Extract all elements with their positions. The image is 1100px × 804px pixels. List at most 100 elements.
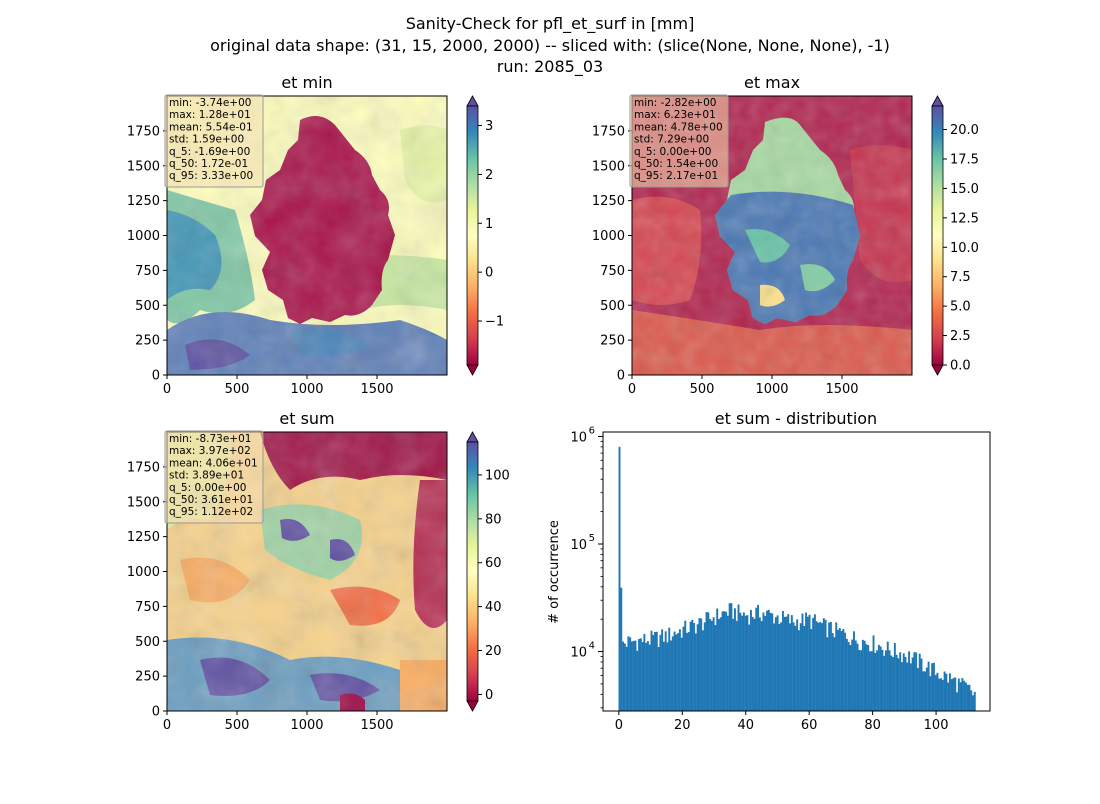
histogram-bar — [918, 653, 921, 711]
histogram-bar — [789, 623, 792, 711]
panel-title-et-sum: et sum — [279, 409, 334, 428]
histogram-bar — [746, 615, 749, 711]
histogram-bar — [806, 616, 809, 711]
histogram-bar — [776, 615, 779, 711]
colorbar-gradient — [466, 105, 479, 366]
histogram-bar — [925, 667, 928, 711]
panel-et-sum: et sum 0 500 1000 1500 02505007501000125015… — [127, 409, 510, 733]
x-tick-label: 500 — [225, 382, 250, 397]
y-tick-label: 1500 — [127, 159, 160, 174]
histogram-bar — [826, 637, 829, 711]
colorbar-tick-label: 7.5 — [950, 270, 971, 285]
histogram-bar — [822, 618, 825, 711]
histogram-bar — [948, 673, 951, 711]
histogram-bar — [735, 620, 738, 711]
stats-line: std: 3.89e+01 — [169, 470, 244, 482]
y-tick-label: 250 — [135, 670, 160, 685]
histogram-bar — [801, 613, 804, 711]
x-tick-label: 1000 — [755, 382, 788, 397]
histogram-bar — [945, 673, 948, 711]
histogram-bar — [877, 644, 880, 711]
histogram-bar — [963, 680, 966, 711]
histogram-bar — [854, 640, 857, 711]
histogram-bar — [927, 661, 930, 711]
histogram-bar — [797, 630, 800, 711]
y-tick-label: 1500 — [592, 159, 625, 174]
histogram-bar — [702, 630, 704, 711]
histogram-bar — [821, 623, 823, 711]
histogram-bar — [765, 610, 768, 711]
y-tick-exponent: 6 — [589, 425, 595, 436]
histogram-bar — [773, 623, 776, 711]
histogram-bar — [709, 619, 712, 711]
y-tick-label: 10 — [570, 430, 587, 445]
histogram-bar — [645, 642, 648, 711]
stats-line: q_95: 3.33e+00 — [169, 170, 253, 182]
histogram-bar — [748, 624, 751, 711]
x-tick-label: 60 — [801, 718, 818, 733]
histogram-bar — [870, 651, 873, 711]
histogram-bar — [648, 644, 651, 711]
colorbar-gradient — [931, 105, 944, 366]
histogram-bar — [739, 612, 742, 711]
histogram-bar — [744, 615, 747, 711]
histogram-bar — [625, 646, 628, 711]
panel-title-et-min: et min — [281, 73, 332, 92]
histogram-bar — [693, 622, 696, 711]
panel-title-histogram: et sum - distribution — [715, 409, 877, 428]
histogram-bar — [622, 641, 625, 711]
colorbar-tick-label: 12.5 — [950, 211, 979, 226]
histogram-bar — [851, 639, 854, 711]
panel-et-max: et max 0 500 1000 1500 0 250 500 750 1000 1250 15… — [592, 73, 979, 397]
histogram-bar — [787, 614, 790, 711]
y-tick-label: 250 — [135, 334, 160, 349]
stats-line: mean: 5.54e-01 — [169, 121, 253, 133]
histogram-bar — [858, 650, 861, 711]
histogram-bar — [703, 622, 706, 711]
histogram-bar — [956, 692, 958, 711]
histogram-bar — [844, 632, 847, 711]
histogram-bar — [897, 658, 900, 711]
histogram-bar — [689, 621, 692, 711]
histogram-bar — [796, 619, 799, 711]
colorbar-et-sum: 0 20 40 60 80 100 — [466, 431, 510, 712]
stats-line: q_5: -1.69e+00 — [169, 146, 250, 158]
histogram-bar — [760, 621, 763, 711]
y-axis-et-min: 0 250 500 750 1000 1250 1500 1750 — [127, 124, 167, 384]
histogram-bar — [863, 640, 866, 711]
x-tick-label: 500 — [225, 718, 250, 733]
colorbar-tick-label: 5.0 — [950, 300, 971, 315]
colorbar-tick-label: 0.0 — [950, 359, 971, 374]
x-axis-histogram: 0 20 40 60 80 100 — [615, 711, 948, 733]
histogram-bar — [835, 622, 838, 711]
x-tick-label: 1500 — [360, 382, 393, 397]
histogram-bar — [641, 642, 644, 711]
histogram-bar — [865, 644, 868, 711]
panel-histogram: et sum - distribution 0 20 40 60 80 100 10 410… — [547, 409, 991, 733]
histogram-bar — [767, 609, 770, 711]
histogram-bar — [741, 615, 744, 711]
colorbar-tick-label: 15.0 — [950, 182, 979, 197]
histogram-bar — [888, 650, 891, 711]
colorbar-tick-label: 2 — [485, 168, 493, 183]
histogram-bar — [938, 678, 941, 711]
histogram-bar — [671, 636, 674, 711]
y-tick-label: 1000 — [127, 565, 160, 580]
histogram-bar — [819, 621, 822, 711]
histogram-bar — [805, 612, 807, 711]
y-tick-label: 1750 — [127, 460, 160, 475]
histogram-bar — [630, 641, 633, 711]
x-tick-label: 0 — [163, 718, 171, 733]
histogram-bar — [833, 637, 836, 711]
histogram-bar — [698, 618, 701, 711]
histogram-bar — [726, 615, 729, 711]
histogram-bar — [861, 639, 864, 711]
colorbar-tick-label: 60 — [485, 556, 502, 571]
histogram-bar — [792, 622, 795, 711]
stats-line: q_95: 1.12e+02 — [169, 506, 253, 518]
y-tick-label: 0 — [152, 705, 160, 720]
stats-line: mean: 4.06e+01 — [169, 457, 258, 469]
histogram-bar — [950, 679, 953, 711]
stats-line: std: 7.29e+00 — [634, 134, 709, 146]
